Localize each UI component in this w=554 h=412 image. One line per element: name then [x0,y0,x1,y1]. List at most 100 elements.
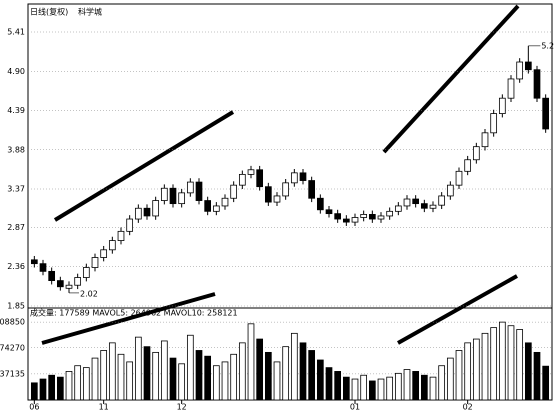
candle-body [39,263,47,272]
candle-body [481,132,489,148]
volume-bar [186,334,194,401]
candle-body [282,182,290,197]
volume-bar [204,355,212,401]
candle-body [351,217,359,223]
candle-body [30,259,38,265]
candle-body [264,186,272,203]
candle-body [290,172,298,184]
candle-body [238,173,246,186]
candle-body [100,249,108,258]
candle-body [65,284,73,289]
volume-bar [420,374,428,401]
volume-bar [412,371,420,401]
candle-body [117,230,125,241]
volume-title: 成交量: 177589 MAVOL5: 264962 MAVOL10: 2581… [30,308,238,318]
volume-bar [446,357,454,401]
candle-body [429,204,437,209]
candle-body [247,169,255,175]
candle-body [126,218,134,232]
candle-body [386,210,394,217]
candle-body [308,180,316,199]
candle-body [256,169,264,188]
x-tick-label: 01 [350,403,360,412]
volume-bar [334,371,342,401]
volume-bar [325,367,333,401]
vol-tick-label: 408850 [0,318,25,327]
volume-bar [533,351,541,401]
candle-body [533,69,541,99]
candle-body [143,207,151,217]
volume-bar [308,350,316,401]
volume-bar [524,342,532,401]
candle-body [394,205,402,212]
candle-body [360,214,368,218]
volume-bar [221,361,229,401]
volume-bar [386,376,394,401]
candle-body [377,215,385,220]
volume-bar [351,378,359,401]
candle-body [342,218,350,223]
volume-bar [230,353,238,401]
y-tick-label: 3.88 [7,145,25,154]
trend-line [382,4,520,154]
volume-bar [247,323,255,401]
volume-bar [507,325,515,401]
candle-body [204,200,212,212]
candle-body [368,214,376,220]
volume-bar [290,332,298,401]
volume-bar [455,350,463,401]
volume-bar [152,351,160,401]
candle-body [472,146,480,161]
x-tick-label: 06 [29,403,39,412]
volume-bar [74,365,82,401]
candle-body [56,280,64,288]
x-tick-label: 11 [99,403,109,412]
volume-bar [195,350,203,401]
trend-line [397,274,518,345]
volume-bar [65,371,73,401]
candle-body [316,197,324,211]
volume-bar [238,342,246,401]
volume-bar [299,342,307,401]
candle-body [48,270,56,282]
candle-body [325,209,333,215]
y-tick-label: 2.87 [7,223,25,232]
candle-body [74,277,82,286]
volume-bar [429,376,437,401]
candle-body [524,61,532,71]
volume-bar [368,380,376,401]
high-annotation: 5.23 [541,41,554,50]
volume-bar [178,363,186,401]
candle-body [195,181,203,201]
candle-body [212,205,220,212]
volume-bar [542,365,550,401]
vol-tick-label: 274270 [0,343,25,352]
volume-bar [39,378,47,401]
candle-body [221,197,229,207]
candle-body [464,159,472,172]
chart-subtitle: 科学城 [78,7,102,17]
volume-bar [316,359,324,401]
x-tick-label: 12 [177,403,187,412]
candle-body [134,207,142,220]
volume-bar [91,357,99,401]
candle-body [490,113,498,134]
volume-bar [212,365,220,401]
volume-bar [160,340,168,401]
candle-body [178,192,186,205]
candle-body [334,213,342,220]
candle-body [498,97,506,114]
candle-body [169,187,177,205]
candle-body [516,61,524,80]
candle-body [160,187,168,201]
volume-bar [438,365,446,401]
volume-bar [481,332,489,401]
volume-bar [498,321,506,401]
y-tick-label: 4.39 [7,106,25,115]
candle-body [412,198,420,205]
y-tick-label: 3.37 [7,185,25,194]
volume-bar [143,346,151,401]
candle-body [542,97,550,130]
